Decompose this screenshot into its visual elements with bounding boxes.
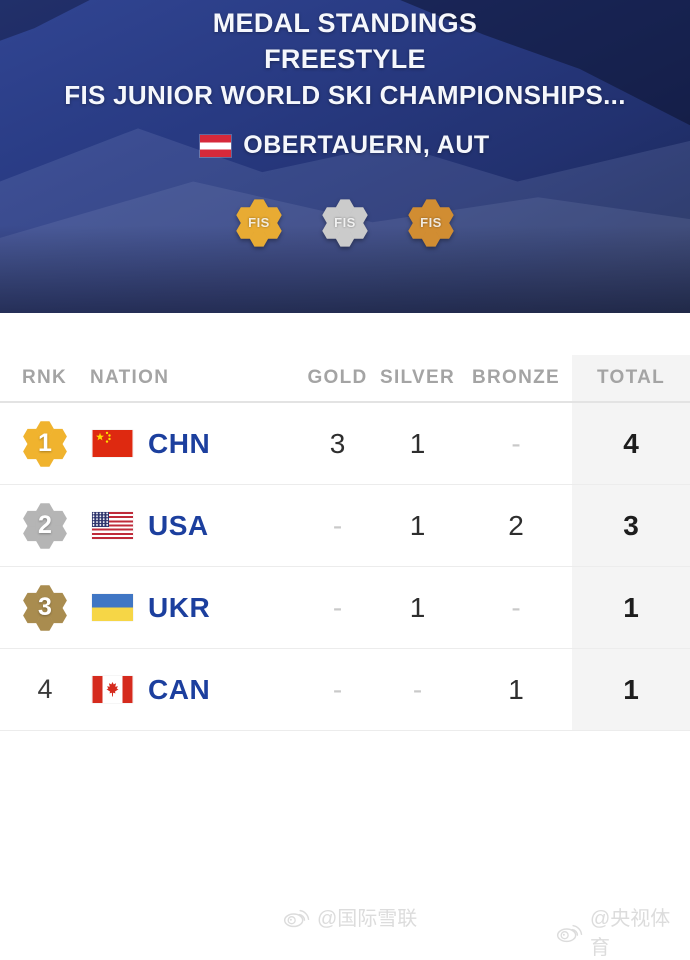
header-rnk: RNK xyxy=(22,367,68,388)
bronze-count: 1 xyxy=(508,673,524,705)
weibo-icon xyxy=(283,903,310,930)
header-silver: SILVER xyxy=(379,367,455,388)
rank-number: 3 xyxy=(38,592,52,621)
banner: MEDAL STANDINGS FREESTYLE FIS JUNIOR WOR… xyxy=(0,0,690,313)
title-event: FIS JUNIOR WORLD SKI CHAMPIONSHIPS... xyxy=(64,80,626,110)
nation-cell: CAN xyxy=(90,674,300,706)
total-count: 4 xyxy=(572,403,690,484)
rank-number: 2 xyxy=(38,510,52,539)
total-count: 1 xyxy=(572,649,690,730)
gold-count: - xyxy=(332,591,343,623)
medal-fis-label: FIS xyxy=(420,215,442,231)
ukraine-flag-icon xyxy=(92,594,133,621)
header-total: TOTAL xyxy=(572,355,690,401)
title-medal-standings: MEDAL STANDINGS xyxy=(212,8,478,38)
silver-count: 1 xyxy=(409,509,426,541)
title-discipline: FREESTYLE xyxy=(264,44,426,74)
location-row: OBERTAUERN, AUT xyxy=(0,131,690,160)
bronze-count: - xyxy=(511,427,521,459)
gold-rank-badge-icon: 1 xyxy=(19,416,71,472)
usa-flag-icon xyxy=(92,512,133,539)
silver-count: - xyxy=(412,673,423,705)
gold-count: 3 xyxy=(329,427,346,459)
header-bronze: BRONZE xyxy=(471,367,561,388)
rank-cell: 1 xyxy=(0,416,90,472)
table-row: 4 CAN - - 1 1 xyxy=(0,649,690,731)
china-flag-icon xyxy=(92,430,133,457)
bronze-medal-icon: FIS xyxy=(404,194,458,252)
rank-number: 1 xyxy=(38,428,52,457)
rank-cell: 4 xyxy=(0,674,90,705)
gold-medal-icon: FIS xyxy=(232,194,286,252)
nation-code: CAN xyxy=(148,673,211,705)
total-count: 3 xyxy=(572,485,690,566)
nation-cell: CHN xyxy=(90,428,300,460)
bronze-count: 2 xyxy=(508,509,524,541)
silver-rank-badge-icon: 2 xyxy=(19,498,71,554)
medal-standings-table: RNK NATION GOLD SILVER BRONZE TOTAL 1 xyxy=(0,355,690,731)
nation-cell: UKR xyxy=(90,592,300,624)
silver-medal-icon: FIS xyxy=(318,194,372,252)
watermarks: @国际雪联 @央视体育 xyxy=(0,902,690,959)
watermark-label: @央视体育 xyxy=(589,908,671,959)
banner-vignette xyxy=(0,0,690,313)
banner-titles: MEDAL STANDINGS FREESTYLE FIS JUNIOR WOR… xyxy=(0,0,690,113)
watermark-cctv-weibo: @央视体育 xyxy=(556,902,690,960)
nation-code: UKR xyxy=(148,591,211,623)
medal-fis-label: FIS xyxy=(334,215,356,231)
silver-count: 1 xyxy=(409,427,426,459)
medal-fis-label: FIS xyxy=(248,215,270,231)
table-row: 1 CHN 3 1 - 4 xyxy=(0,403,690,485)
table-row: 2 USA - 1 2 3 xyxy=(0,485,690,567)
rank-cell: 2 xyxy=(0,498,90,554)
weibo-icon xyxy=(556,918,583,945)
canada-flag-icon xyxy=(92,676,133,703)
table-header-row: RNK NATION GOLD SILVER BRONZE TOTAL xyxy=(0,355,690,403)
location-text: OBERTAUERN, AUT xyxy=(243,131,490,159)
silver-count: 1 xyxy=(409,591,426,623)
austria-flag-icon xyxy=(200,134,232,157)
rank-cell: 3 xyxy=(0,580,90,636)
gold-count: - xyxy=(332,509,343,541)
header-nation: NATION xyxy=(90,367,170,388)
bronze-rank-badge-icon: 3 xyxy=(19,580,71,636)
medal-row: FIS FIS FIS xyxy=(0,194,690,252)
watermark-fis-weibo: @国际雪联 xyxy=(283,902,417,931)
nation-code: USA xyxy=(148,509,209,541)
rank-number: 4 xyxy=(37,674,53,704)
total-count: 1 xyxy=(572,567,690,648)
table-row: 3 UKR - 1 - 1 xyxy=(0,567,690,649)
nation-code: CHN xyxy=(148,427,211,459)
watermark-label: @国际雪联 xyxy=(317,908,418,930)
nation-cell: USA xyxy=(90,510,300,542)
bronze-count: - xyxy=(511,591,521,623)
header-gold: GOLD xyxy=(307,367,368,388)
gold-count: - xyxy=(332,673,343,705)
